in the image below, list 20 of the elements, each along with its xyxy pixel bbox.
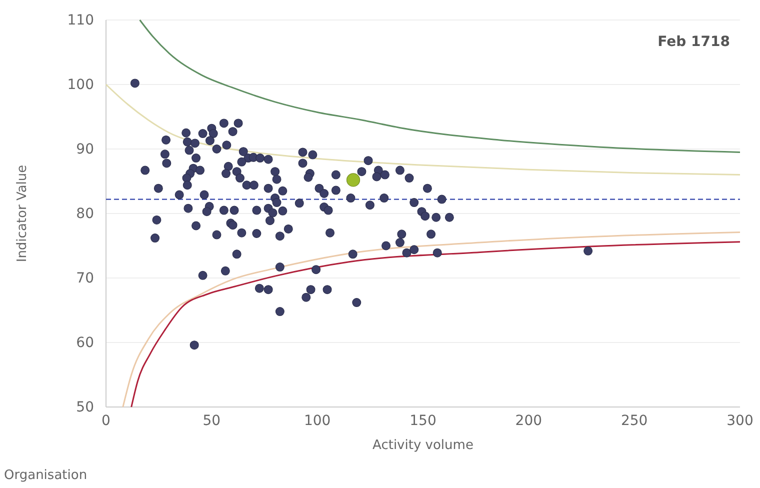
- line-series: [139, 19, 741, 153]
- x-tick-label: 200: [515, 412, 542, 429]
- x-tick-label: 300: [726, 412, 754, 429]
- line-series: [105, 84, 741, 176]
- x-tick-label: 250: [620, 412, 648, 429]
- y-tick-label: 50: [76, 399, 94, 416]
- y-tick-label: 70: [76, 270, 94, 286]
- x-tick-label: 100: [304, 412, 331, 429]
- y-tick-label: 80: [76, 206, 94, 222]
- y-tick-label: 60: [76, 334, 94, 351]
- text: Organisation: [4, 468, 88, 483]
- annotation: Feb 1718: [658, 34, 730, 50]
- x-tick-label: 0: [102, 412, 110, 429]
- y-tick-label: 90: [76, 141, 94, 158]
- x-axis-title: Activity volume: [372, 438, 474, 453]
- y-tick-label: 100: [67, 76, 94, 93]
- y-axis-title: Indicator Value: [15, 164, 30, 262]
- x-tick-label: 150: [410, 412, 436, 429]
- x-tick-label: 50: [202, 412, 221, 429]
- y-tick-label: 110: [67, 12, 94, 28]
